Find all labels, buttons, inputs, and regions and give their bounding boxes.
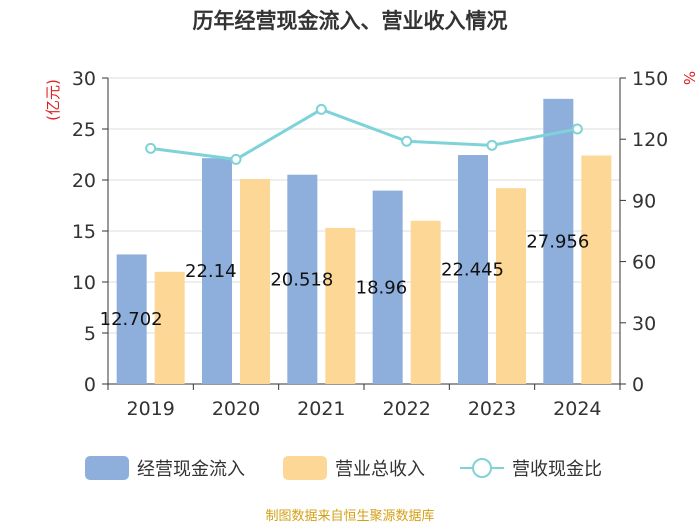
data-label-cash-inflow: 20.518 <box>270 269 333 290</box>
legend-swatch-revenue <box>283 456 327 480</box>
data-labels: 12.702 22.14 20.518 18.96 22.445 27.956 <box>100 231 590 330</box>
ratio-line-path <box>150 107 578 161</box>
bars <box>116 98 612 384</box>
right-tick-label: 30 <box>632 313 656 335</box>
ratio-point <box>145 142 157 154</box>
bar-cash-inflow <box>458 155 488 384</box>
bar-cash-inflow <box>372 190 403 384</box>
ratio-line <box>145 103 583 165</box>
left-tick-label: 25 <box>72 119 96 141</box>
data-label-cash-inflow: 22.14 <box>185 261 237 282</box>
left-tick-label: 15 <box>72 221 96 243</box>
bar-cash-inflow <box>287 174 318 384</box>
bar-revenue <box>581 155 612 384</box>
legend: 经营现金流入 营业总收入 营收现金比 <box>85 456 602 480</box>
bar-cash-inflow <box>116 254 147 384</box>
right-tick-label: 90 <box>632 190 656 212</box>
left-tick-label: 30 <box>72 68 96 90</box>
bar-revenue <box>496 188 526 384</box>
left-tick-label: 5 <box>84 323 96 345</box>
bar-revenue <box>240 178 270 384</box>
ratio-point <box>486 139 498 151</box>
x-tick-label: 2024 <box>553 398 601 420</box>
right-tick-label: 60 <box>632 252 656 274</box>
legend-swatch-ratio-marker <box>472 458 492 478</box>
right-tick-label: 0 <box>632 374 644 396</box>
data-label-cash-inflow: 27.956 <box>526 231 589 252</box>
left-axis-unit: (亿元) <box>44 79 62 121</box>
legend-label-cash-inflow: 经营现金流入 <box>137 459 245 480</box>
ratio-point <box>571 123 583 135</box>
bar-revenue <box>154 271 185 384</box>
data-label-cash-inflow: 18.96 <box>356 277 408 298</box>
ratio-point <box>401 135 413 147</box>
right-tick-label: 150 <box>632 68 668 90</box>
legend-swatch-cash-inflow <box>85 456 129 480</box>
x-tick-label: 2021 <box>297 398 345 420</box>
bar-cash-inflow <box>543 98 574 384</box>
x-tick-label: 2019 <box>126 398 174 420</box>
legend-label-ratio: 营收现金比 <box>512 459 602 480</box>
chart-title: 历年经营现金流入、营业收入情况 <box>193 9 508 33</box>
ratio-point <box>315 103 327 115</box>
data-label-cash-inflow: 12.702 <box>100 309 163 330</box>
x-tick-label: 2022 <box>382 398 430 420</box>
left-tick-label: 0 <box>84 374 96 396</box>
bar-revenue <box>325 227 356 384</box>
right-tick-label: 120 <box>632 129 668 151</box>
right-axis-unit: % <box>680 71 698 85</box>
x-tick-label: 2020 <box>212 398 260 420</box>
axes: 0 5 10 15 20 25 30 0 30 60 90 120 150 2019 2020 2021 202… <box>72 68 668 420</box>
legend-label-revenue: 营业总收入 <box>335 459 425 480</box>
grid-lines <box>108 77 620 334</box>
data-label-cash-inflow: 22.445 <box>441 260 504 281</box>
bar-cash-inflow <box>202 158 232 384</box>
source-note: 制图数据来自恒生聚源数据库 <box>265 508 434 524</box>
x-tick-label: 2023 <box>468 398 516 420</box>
bar-revenue <box>410 220 441 384</box>
left-tick-label: 20 <box>72 170 96 192</box>
ratio-point <box>230 153 242 165</box>
left-tick-label: 10 <box>72 272 96 294</box>
